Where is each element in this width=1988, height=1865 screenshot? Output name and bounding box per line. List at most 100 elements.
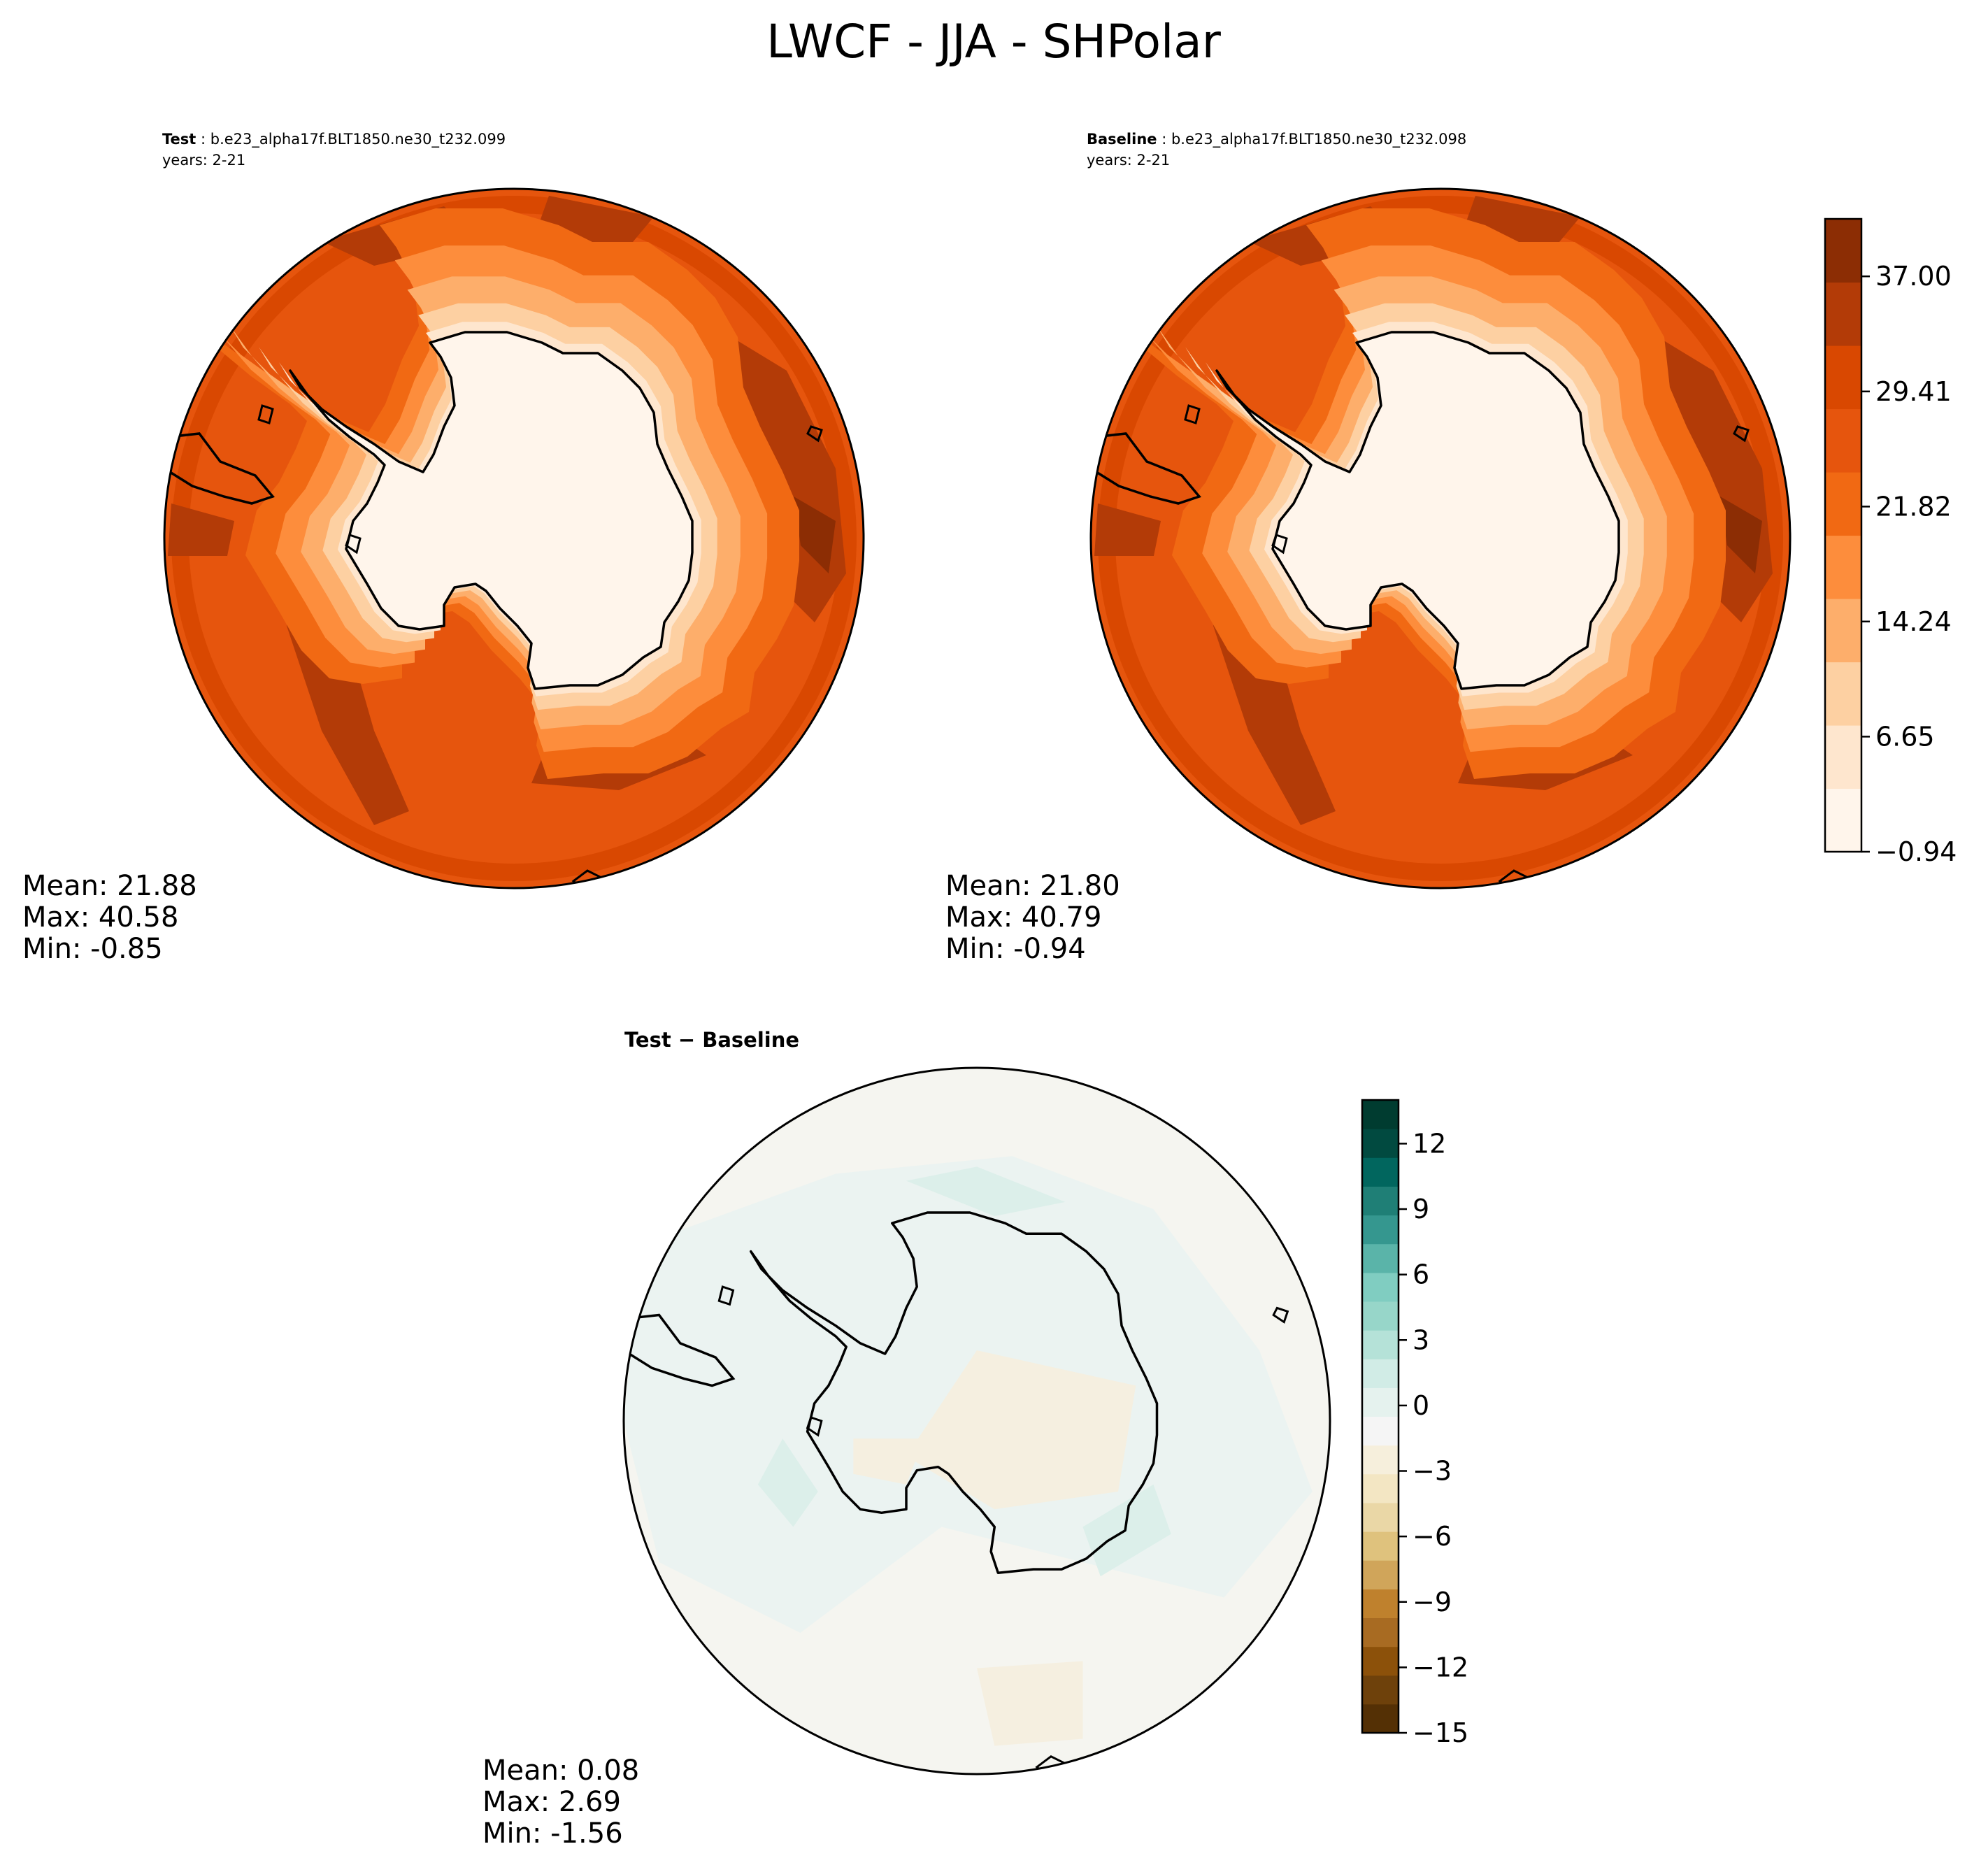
colorbar-level	[1825, 662, 1861, 726]
colorbar-level	[1362, 1675, 1399, 1705]
contour-band	[853, 1438, 924, 1485]
colorbar-tick-label: −15	[1413, 1717, 1468, 1748]
test-stat-mean: Mean: 21.88	[22, 870, 197, 902]
diff-panel-title: Test − Baseline	[624, 1028, 799, 1052]
island-coastline	[717, 1285, 735, 1306]
colorbar-level	[1362, 1272, 1399, 1302]
colorbar-level	[1362, 1416, 1399, 1446]
test-panel-years: years: 2-21	[162, 152, 245, 169]
diff-map	[622, 1066, 1331, 1775]
figure-title: LWCF - JJA - SHPolar	[766, 15, 1222, 69]
baseline-label-rest: : b.e23_alpha17f.BLT1850.ne30_t232.098	[1157, 131, 1467, 148]
colorbar-level	[1825, 219, 1861, 283]
island-coastline	[806, 425, 823, 443]
island-coastline	[1184, 404, 1201, 424]
colorbar-level	[1362, 1100, 1399, 1129]
colorbar-frame	[1361, 1099, 1400, 1734]
test-label-rest: : b.e23_alpha17f.BLT1850.ne30_t232.099	[196, 131, 506, 148]
colorbar-tick-label: 6.65	[1875, 721, 1935, 752]
colorbar-tick-label: 37.00	[1875, 261, 1952, 292]
colorbar-level	[1362, 1560, 1399, 1589]
diff-stat-min: Min: -1.56	[482, 1817, 623, 1850]
colorbar-level	[1362, 1646, 1399, 1676]
colorbar-tick-label: −12	[1413, 1652, 1468, 1682]
colorbar-level	[1362, 1387, 1399, 1417]
test-stat-min: Min: -0.85	[22, 933, 163, 965]
colorbar-tick-label: 6	[1413, 1259, 1429, 1290]
south-america-coastline	[624, 1313, 736, 1387]
island-coastline	[1272, 1306, 1289, 1324]
antarctica-coastline	[289, 331, 694, 690]
contour-band	[168, 503, 234, 556]
colorbar-tick-label: 12	[1413, 1128, 1446, 1159]
colorbar-tick-label: 0	[1413, 1390, 1429, 1421]
colorbar-level	[1362, 1215, 1399, 1245]
baseline-panel-title: Baseline : b.e23_alpha17f.BLT1850.ne30_t…	[1087, 131, 1466, 148]
test-stats: Mean: 21.88 Max: 40.58 Min: -0.85	[22, 870, 197, 965]
colorbar-level	[1825, 788, 1861, 852]
contour-band	[794, 496, 836, 573]
test-stat-max: Max: 40.58	[22, 901, 178, 934]
contour-band	[1094, 503, 1161, 556]
colorbar-level	[1825, 282, 1861, 346]
diff-stat-max: Max: 2.69	[482, 1786, 621, 1818]
colorbar-level	[1825, 725, 1861, 789]
colorbar-level	[1362, 1301, 1399, 1331]
south-america-coastline	[1091, 432, 1201, 505]
baseline-stats: Mean: 21.80 Max: 40.79 Min: -0.94	[945, 870, 1120, 965]
colorbar-tick-label: 14.24	[1875, 606, 1952, 637]
diff-colorbar: −15 −12 −9 −6 −3 0 3 6 9 12	[1361, 1099, 1468, 1748]
colorbar-tick-label: −9	[1413, 1587, 1452, 1617]
colorbar-level	[1362, 1330, 1399, 1359]
contour-band	[757, 1438, 818, 1527]
baseline-map	[1089, 187, 1792, 889]
colorbar-level	[1362, 1445, 1399, 1475]
contour-band	[1720, 496, 1762, 573]
colorbar-tick-label: 3	[1413, 1324, 1429, 1355]
colorbar-tick-label: 29.41	[1875, 376, 1952, 407]
baseline-panel-years: years: 2-21	[1087, 152, 1170, 169]
antarctica-coastline	[1215, 331, 1620, 690]
island-coastline	[806, 1416, 823, 1437]
diff-stats: Mean: 0.08 Max: 2.69 Min: -1.56	[482, 1755, 639, 1850]
baseline-stat-max: Max: 40.79	[945, 901, 1101, 934]
antarctica-coastline	[750, 1211, 1159, 1574]
colorbar-level	[1362, 1243, 1399, 1273]
island-coastline	[1271, 534, 1288, 555]
contour-band	[290, 332, 692, 689]
colorbar-tick-label: −3	[1413, 1456, 1452, 1487]
colorbar-level	[1825, 408, 1861, 473]
test-panel-title: Test : b.e23_alpha17f.BLT1850.ne30_t232.…	[162, 131, 506, 148]
contour-band	[906, 1166, 1066, 1217]
colorbar-level	[1362, 1531, 1399, 1561]
colorbar-frame	[1824, 217, 1863, 853]
south-america-coastline	[164, 432, 275, 505]
colorbar-level	[1362, 1703, 1399, 1734]
colorbar-tick-label: −6	[1413, 1521, 1452, 1552]
test-map-boundary	[163, 187, 865, 889]
island-coastline	[1733, 425, 1750, 443]
colorbar-level	[1362, 1589, 1399, 1618]
colorbar-level	[1825, 472, 1861, 536]
colorbar-level	[1362, 1502, 1399, 1532]
contour-band	[1082, 1484, 1171, 1577]
baseline-stat-min: Min: -0.94	[945, 933, 1086, 965]
colorbar-level	[1362, 1157, 1399, 1187]
baseline-stat-mean: Mean: 21.80	[945, 870, 1120, 902]
colorbar-level	[1362, 1129, 1399, 1158]
contour-band	[977, 1661, 1083, 1746]
baseline-label-bold: Baseline	[1087, 131, 1157, 148]
contour-band	[906, 1350, 1136, 1510]
colorbar-level	[1825, 345, 1861, 410]
baseline-map-boundary	[1089, 187, 1792, 889]
test-label-bold: Test	[162, 131, 196, 148]
diff-map-boundary	[622, 1066, 1331, 1775]
colorbar-level	[1825, 535, 1861, 599]
colorbar-tick-label: 9	[1413, 1194, 1429, 1224]
colorbar-level	[1362, 1359, 1399, 1388]
island-coastline	[345, 534, 362, 555]
colorbar-level	[1362, 1186, 1399, 1216]
colorbar-tick-label: 21.82	[1875, 491, 1952, 522]
test-map	[163, 187, 865, 889]
